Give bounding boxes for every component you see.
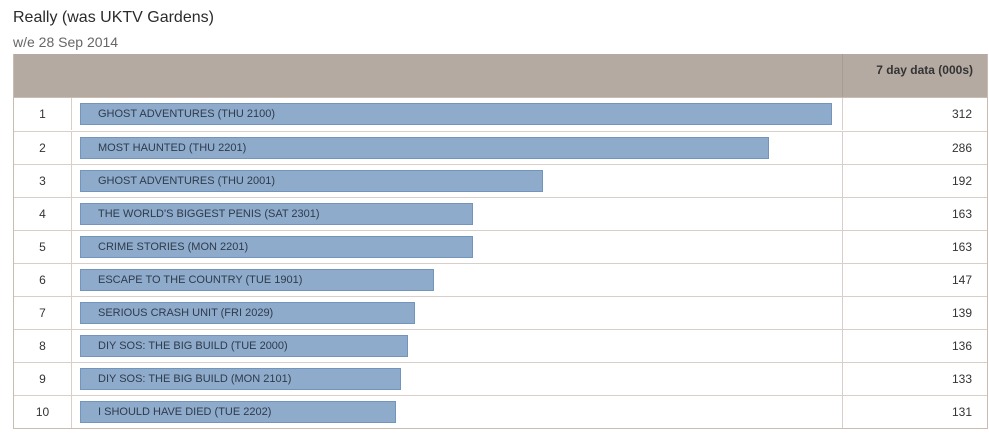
table-header: 7 day data (000s) [14, 54, 987, 98]
bar [80, 302, 415, 324]
programme-label: GHOST ADVENTURES (THU 2001) [98, 175, 276, 187]
value-cell: 139 [842, 297, 987, 329]
value-cell: 163 [842, 231, 987, 263]
bar-cell: I SHOULD HAVE DIED (TUE 2202) [71, 396, 842, 428]
value-cell: 163 [842, 198, 987, 230]
table-row: 9 DIY SOS: THE BIG BUILD (MON 2101) 133 [14, 362, 987, 395]
value-cell: 192 [842, 165, 987, 197]
ratings-table: 7 day data (000s) 1 GHOST ADVENTURES (THU… [13, 54, 988, 429]
table-row: 1 GHOST ADVENTURES (THU 2100) 312 [14, 98, 987, 131]
bar-cell: DIY SOS: THE BIG BUILD (MON 2101) [71, 363, 842, 395]
rank-cell: 4 [39, 207, 46, 221]
programme-label: I SHOULD HAVE DIED (TUE 2202) [98, 406, 272, 418]
bar [80, 269, 434, 291]
bar-cell: DIY SOS: THE BIG BUILD (TUE 2000) [71, 330, 842, 362]
table-row: 3 GHOST ADVENTURES (THU 2001) 192 [14, 164, 987, 197]
table-row: 6 ESCAPE TO THE COUNTRY (TUE 1901) 147 [14, 263, 987, 296]
value-cell: 147 [842, 264, 987, 296]
programme-label: THE WORLD'S BIGGEST PENIS (SAT 2301) [98, 208, 320, 220]
table-row: 5 CRIME STORIES (MON 2201) 163 [14, 230, 987, 263]
bar-cell: ESCAPE TO THE COUNTRY (TUE 1901) [71, 264, 842, 296]
value-cell: 131 [842, 396, 987, 428]
header-divider [842, 54, 843, 97]
programme-label: ESCAPE TO THE COUNTRY (TUE 1901) [98, 274, 303, 286]
programme-label: DIY SOS: THE BIG BUILD (MON 2101) [98, 373, 292, 385]
bar-cell: GHOST ADVENTURES (THU 2001) [71, 165, 842, 197]
table-row: 10 I SHOULD HAVE DIED (TUE 2202) 131 [14, 395, 987, 428]
bar [80, 335, 408, 357]
bar-cell: THE WORLD'S BIGGEST PENIS (SAT 2301) [71, 198, 842, 230]
rank-cell: 10 [35, 405, 50, 419]
rank-cell: 8 [39, 339, 46, 353]
bar [80, 368, 401, 390]
bar [80, 170, 543, 192]
rank-cell: 9 [39, 372, 46, 386]
rank-cell: 3 [39, 174, 46, 188]
rank-cell: 6 [39, 273, 46, 287]
table-body: 1 GHOST ADVENTURES (THU 2100) 312 2 MOST HAU… [14, 98, 987, 428]
rank-cell: 2 [39, 141, 46, 155]
chart-title: Really (was UKTV Gardens) [13, 9, 214, 26]
rank-cell: 7 [39, 306, 46, 320]
rank-cell: 1 [39, 107, 46, 121]
programme-label: MOST HAUNTED (THU 2201) [98, 142, 247, 154]
value-cell: 286 [842, 132, 987, 164]
bar [80, 401, 396, 423]
bar-cell: GHOST ADVENTURES (THU 2100) [71, 98, 842, 130]
rank-cell: 5 [39, 240, 46, 254]
table-row: 2 MOST HAUNTED (THU 2201) 286 [14, 131, 987, 164]
programme-label: CRIME STORIES (MON 2201) [98, 241, 249, 253]
value-cell: 136 [842, 330, 987, 362]
bar [80, 236, 473, 258]
bar [80, 203, 473, 225]
programme-label: DIY SOS: THE BIG BUILD (TUE 2000) [98, 340, 288, 352]
bar [80, 137, 769, 159]
programme-label: GHOST ADVENTURES (THU 2100) [98, 108, 276, 120]
table-row: 8 DIY SOS: THE BIG BUILD (TUE 2000) 136 [14, 329, 987, 362]
value-column-header: 7 day data (000s) [876, 63, 973, 77]
programme-label: SERIOUS CRASH UNIT (FRI 2029) [98, 307, 274, 319]
bar-cell: MOST HAUNTED (THU 2201) [71, 132, 842, 164]
value-cell: 133 [842, 363, 987, 395]
value-cell: 312 [842, 98, 987, 130]
chart-subtitle: w/e 28 Sep 2014 [13, 34, 119, 50]
bar [80, 103, 832, 125]
table-row: 4 THE WORLD'S BIGGEST PENIS (SAT 2301) 163 [14, 197, 987, 230]
bar-cell: CRIME STORIES (MON 2201) [71, 231, 842, 263]
bar-cell: SERIOUS CRASH UNIT (FRI 2029) [71, 297, 842, 329]
table-row: 7 SERIOUS CRASH UNIT (FRI 2029) 139 [14, 296, 987, 329]
